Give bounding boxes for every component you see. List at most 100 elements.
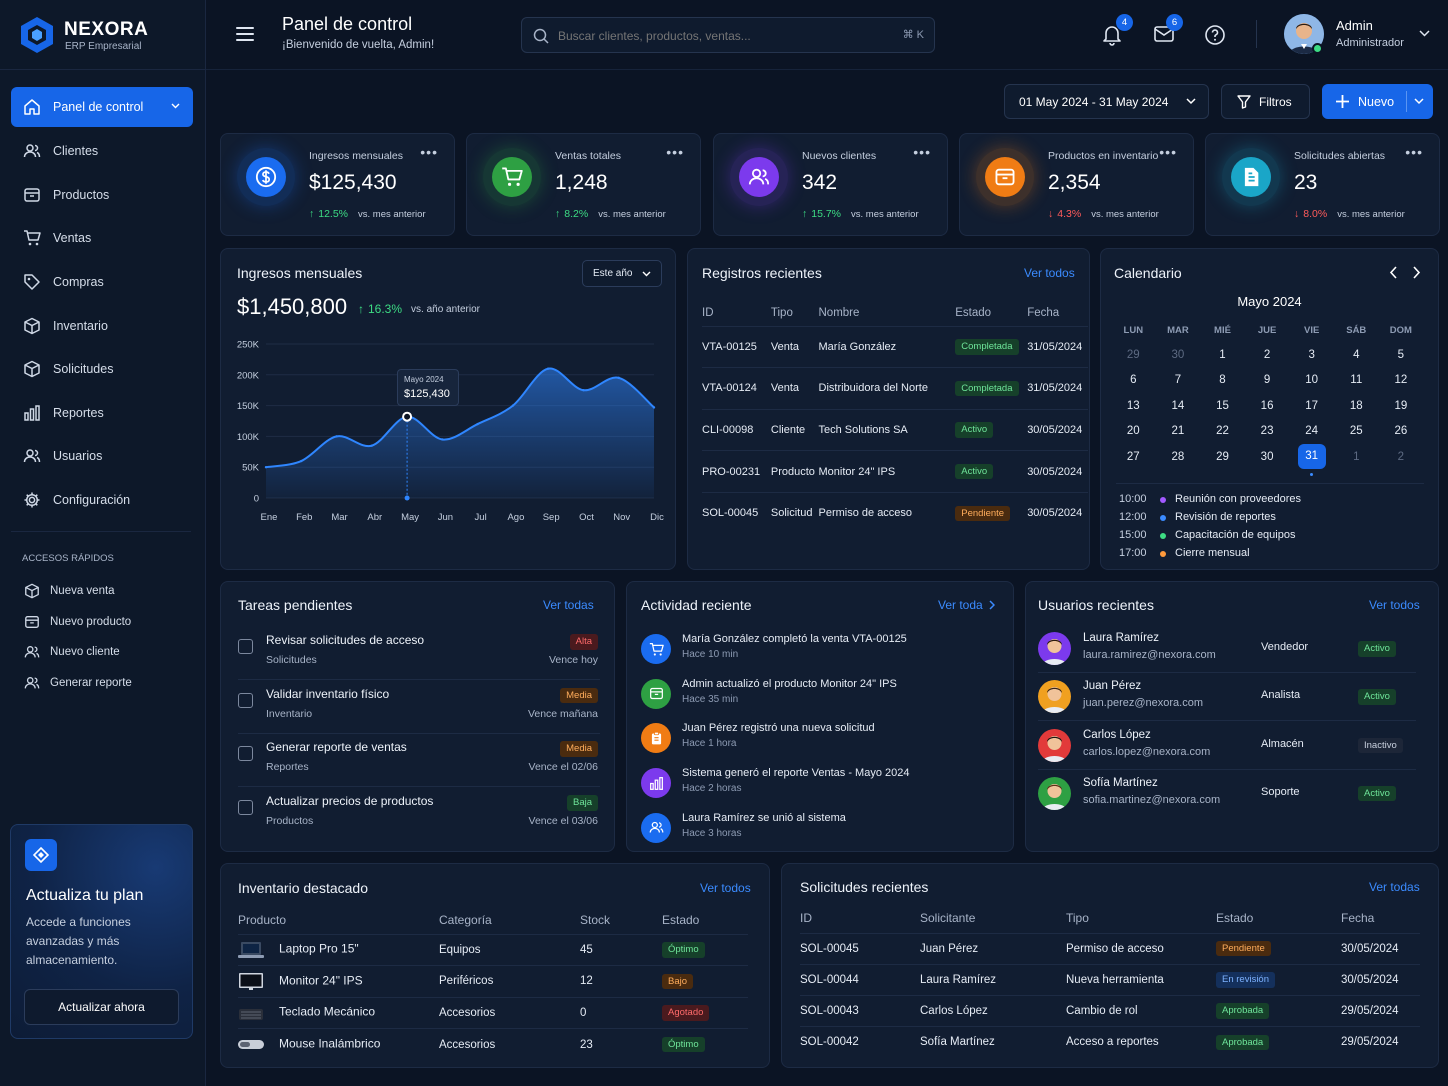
- activity-item[interactable]: María González completó la venta VTA-001…: [641, 633, 981, 673]
- calendar-day[interactable]: 2: [1397, 450, 1405, 463]
- calendar-day[interactable]: 2: [1263, 348, 1271, 361]
- inventory-view-all-link[interactable]: Ver todos: [700, 881, 751, 895]
- more-options-icon[interactable]: •••: [913, 144, 931, 160]
- calendar-day[interactable]: 6: [1130, 374, 1137, 387]
- period-select[interactable]: Este año: [582, 260, 662, 287]
- task-checkbox[interactable]: [238, 800, 253, 816]
- requests-view-all-link[interactable]: Ver todas: [1369, 880, 1420, 894]
- quick-link[interactable]: Nueva venta: [24, 583, 115, 599]
- more-options-icon[interactable]: •••: [1405, 144, 1423, 160]
- calendar-day[interactable]: 7: [1174, 374, 1182, 387]
- table-row[interactable]: Laptop Pro 15" Equipos 45 Óptimo: [238, 933, 748, 966]
- user-row[interactable]: Laura Ramírez laura.ramirez@nexora.com Ven…: [1038, 632, 1416, 678]
- date-range-picker[interactable]: 01 May 2024 - 31 May 2024: [1004, 84, 1209, 119]
- quick-link[interactable]: Nuevo cliente: [24, 644, 120, 660]
- calendar-day[interactable]: 20: [1126, 425, 1140, 438]
- calendar-day[interactable]: 13: [1126, 399, 1140, 412]
- upgrade-button[interactable]: Actualizar ahora: [24, 989, 179, 1025]
- sidebar-item-reportes[interactable]: Reportes: [11, 393, 193, 433]
- task-checkbox[interactable]: [238, 639, 253, 654]
- calendar-day[interactable]: 16: [1260, 399, 1274, 412]
- more-options-icon[interactable]: •••: [1159, 144, 1177, 160]
- sidebar-item-ventas[interactable]: Ventas: [11, 218, 193, 258]
- sidebar-item-solicitudes[interactable]: Solicitudes: [11, 349, 193, 389]
- filters-button[interactable]: Filtros: [1221, 84, 1310, 119]
- activity-item[interactable]: Juan Pérez registró una nueva solicitud H…: [641, 722, 981, 762]
- calendar-day[interactable]: 22: [1216, 425, 1229, 438]
- help-icon[interactable]: [1205, 25, 1225, 45]
- users-view-all-link[interactable]: Ver todos: [1369, 598, 1420, 612]
- table-row[interactable]: Mouse Inalámbrico Accesorios 23 Óptimo: [238, 1028, 748, 1060]
- chevron-down-icon[interactable]: [1419, 30, 1430, 37]
- chevron-left-icon[interactable]: [1389, 266, 1398, 279]
- tasks-view-all-link[interactable]: Ver todas: [543, 598, 594, 612]
- user-row[interactable]: Carlos López carlos.lopez@nexora.com Almac…: [1038, 728, 1416, 775]
- calendar-day[interactable]: 27: [1126, 450, 1140, 463]
- table-row[interactable]: SOL-00045 Solicitud Permiso de acceso Pendi…: [702, 491, 1088, 534]
- table-row[interactable]: CLI-00098 Cliente Tech Solutions SA Activo 3…: [702, 408, 1088, 451]
- table-row[interactable]: PRO-00231 Producto Monitor 24" IPS Activo 30…: [702, 450, 1088, 493]
- calendar-day[interactable]: 30: [1171, 348, 1185, 361]
- sidebar-item-productos[interactable]: Productos: [11, 175, 193, 215]
- quick-link[interactable]: Nuevo producto: [24, 614, 131, 630]
- sidebar-item-usuarios[interactable]: Usuarios: [11, 436, 193, 476]
- user-row[interactable]: Juan Pérez juan.perez@nexora.com Analista A…: [1038, 680, 1416, 726]
- calendar-day[interactable]: 5: [1397, 348, 1405, 361]
- table-row[interactable]: SOL-00044 Laura Ramírez Nueva herramienta E…: [800, 963, 1420, 996]
- quick-link[interactable]: Generar reporte: [24, 675, 132, 691]
- table-row[interactable]: Monitor 24" IPS Periféricos 12 Bajo: [238, 965, 748, 997]
- calendar-day[interactable]: 17: [1305, 399, 1319, 412]
- calendar-day[interactable]: 11: [1350, 374, 1363, 387]
- calendar-day[interactable]: 28: [1171, 450, 1185, 463]
- calendar-day[interactable]: 23: [1260, 425, 1274, 438]
- calendar-day[interactable]: 25: [1349, 425, 1363, 438]
- calendar-day[interactable]: 9: [1263, 374, 1271, 387]
- more-options-icon[interactable]: •••: [420, 144, 438, 160]
- messages-button[interactable]: 6: [1154, 14, 1183, 42]
- calendar-day[interactable]: 19: [1394, 399, 1408, 412]
- calendar-day[interactable]: 12: [1394, 374, 1408, 387]
- calendar-day[interactable]: 26: [1394, 425, 1408, 438]
- search-box[interactable]: ⌘ K: [521, 17, 935, 53]
- table-row[interactable]: SOL-00042 Sofía Martínez Acceso a reportes…: [800, 1026, 1420, 1058]
- calendar-day[interactable]: 3: [1308, 348, 1315, 361]
- sidebar-item-inventario[interactable]: Inventario: [11, 306, 193, 346]
- calendar-day[interactable]: 4: [1353, 348, 1360, 361]
- table-row[interactable]: Teclado Mecánico Accesorios 0 Agotado: [238, 996, 748, 1029]
- calendar-day[interactable]: 24: [1305, 425, 1319, 438]
- calendar-day[interactable]: 18: [1349, 399, 1363, 412]
- more-options-icon[interactable]: •••: [666, 144, 684, 160]
- table-row[interactable]: VTA-00125 Venta María González Completada 31…: [702, 325, 1088, 368]
- menu-toggle-icon[interactable]: [236, 27, 254, 41]
- calendar-day[interactable]: 15: [1216, 399, 1229, 412]
- activity-item[interactable]: Sistema generó el reporte Ventas - Mayo …: [641, 767, 981, 807]
- calendar-day[interactable]: 1: [1353, 450, 1360, 463]
- search-input[interactable]: [558, 26, 878, 46]
- user-row[interactable]: Sofía Martínez sofia.martinez@nexora.com S…: [1038, 776, 1416, 823]
- activity-view-all-link[interactable]: Ver toda: [938, 598, 995, 612]
- calendar-day-selected[interactable]: 31: [1289, 444, 1334, 470]
- table-row[interactable]: SOL-00045 Juan Pérez Permiso de acceso Pend…: [800, 932, 1420, 965]
- activity-item[interactable]: Laura Ramírez se unió al sistema Hace 3 h…: [641, 812, 981, 852]
- calendar-day[interactable]: 10: [1305, 374, 1319, 387]
- calendar-day[interactable]: 29: [1216, 450, 1229, 463]
- task-checkbox[interactable]: [238, 746, 253, 762]
- calendar-day[interactable]: 29: [1126, 348, 1140, 361]
- notifications-button[interactable]: 4: [1102, 14, 1133, 46]
- chevron-right-icon[interactable]: [1412, 266, 1421, 279]
- calendar-day[interactable]: 1: [1219, 348, 1226, 361]
- calendar-day[interactable]: 21: [1171, 425, 1185, 438]
- sidebar-item-compras[interactable]: Compras: [11, 262, 193, 302]
- calendar-day[interactable]: 30: [1260, 450, 1274, 463]
- chevron-down-icon[interactable]: [1414, 98, 1424, 105]
- sidebar-item-panel-de-control[interactable]: Panel de control: [11, 87, 193, 127]
- sidebar-item-configuración[interactable]: Configuración: [11, 480, 193, 520]
- task-checkbox[interactable]: [238, 692, 253, 708]
- table-row[interactable]: VTA-00124 Venta Distribuidora del Norte Com…: [702, 367, 1088, 410]
- activity-item[interactable]: Admin actualizó el producto Monitor 24" …: [641, 678, 981, 718]
- calendar-day[interactable]: 14: [1171, 399, 1185, 412]
- new-button[interactable]: Nuevo: [1322, 84, 1433, 119]
- sidebar-item-clientes[interactable]: Clientes: [11, 131, 193, 171]
- calendar-day[interactable]: 8: [1219, 374, 1226, 387]
- records-view-all-link[interactable]: Ver todos: [1024, 266, 1075, 280]
